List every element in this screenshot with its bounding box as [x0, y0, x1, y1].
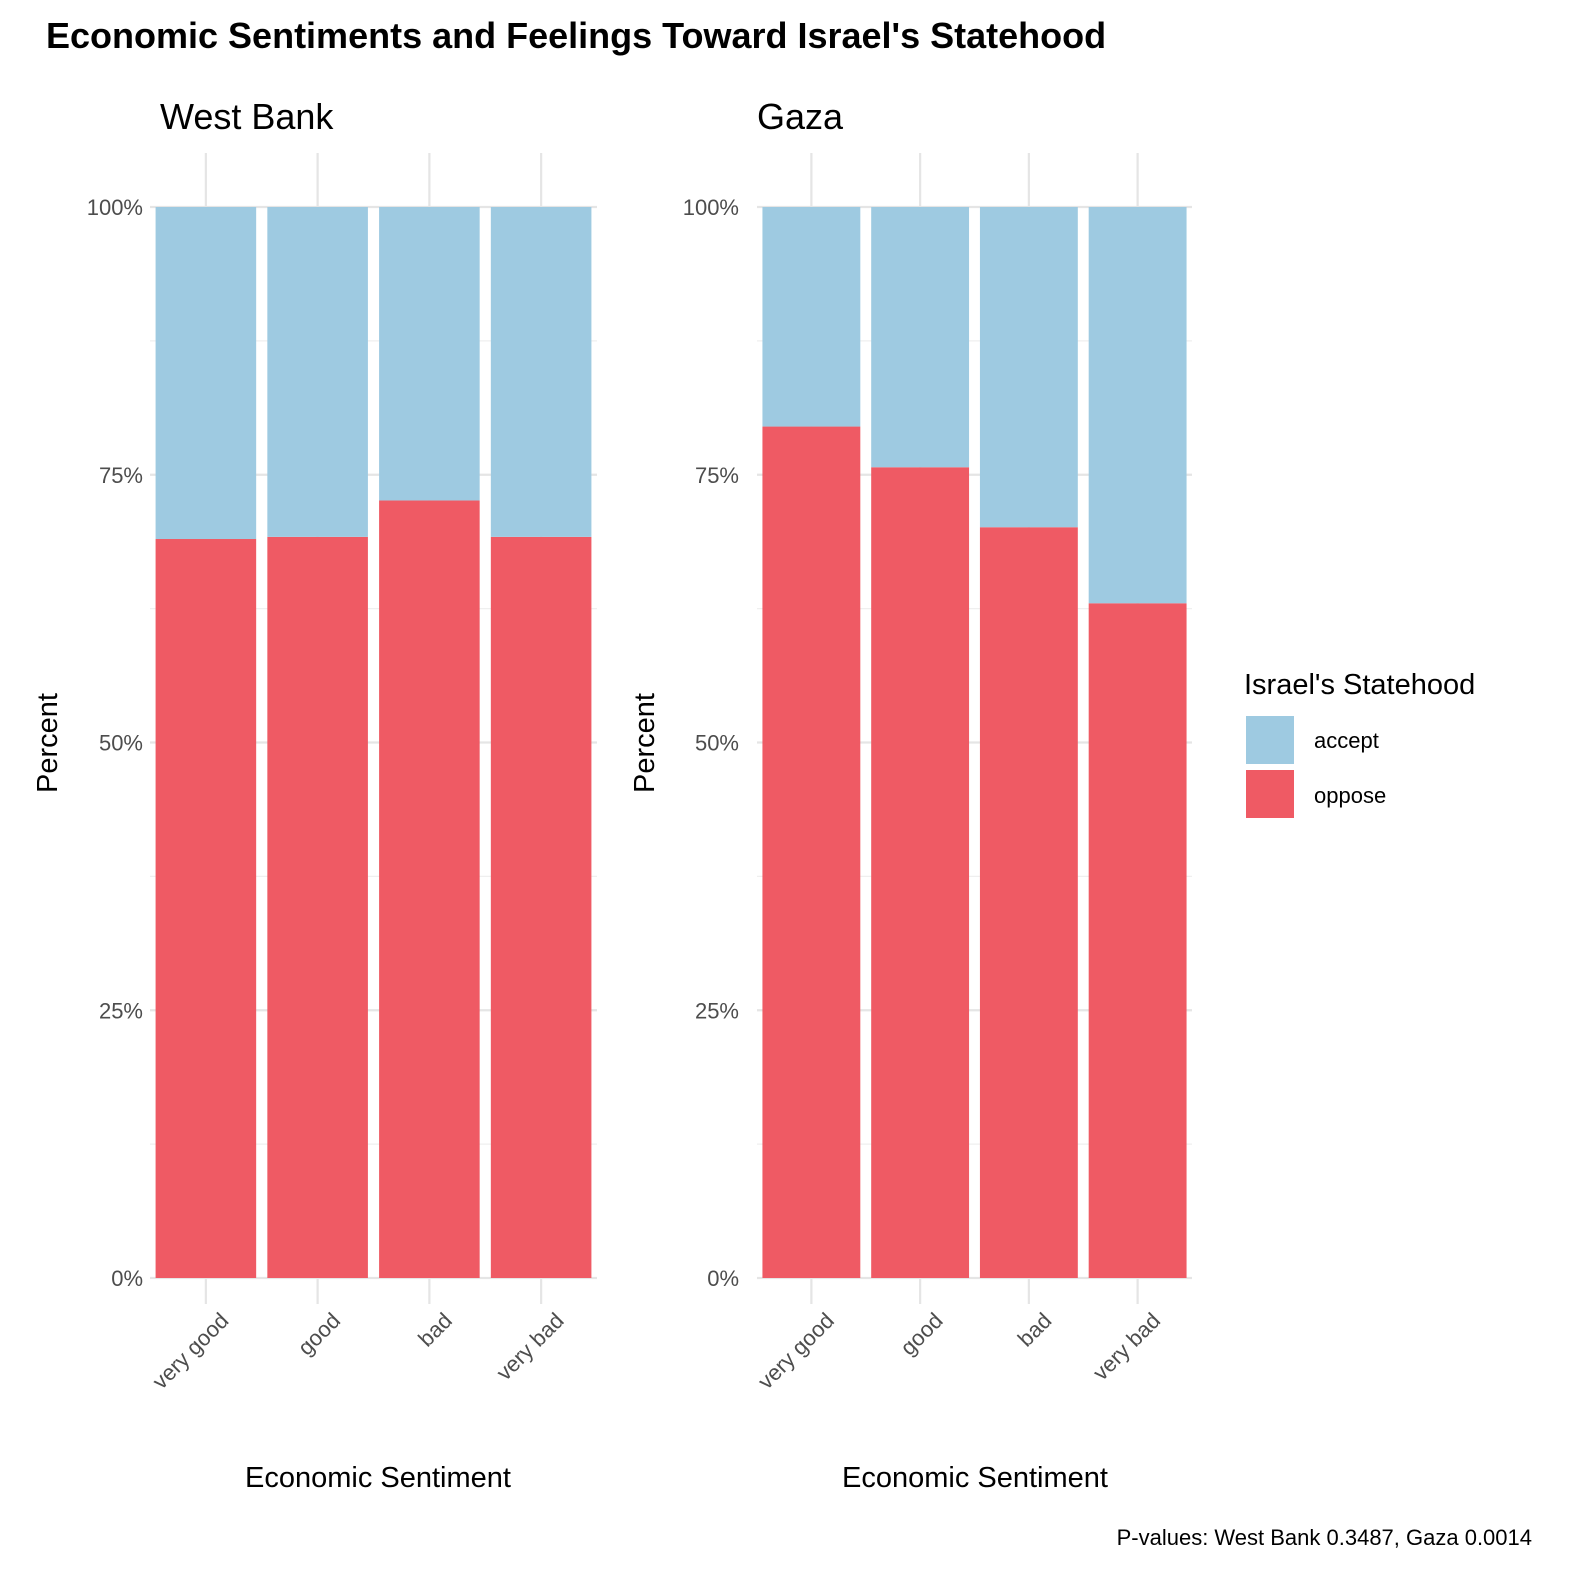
- legend-label-accept: accept: [1314, 728, 1379, 753]
- legend-title: Israel's Statehood: [1244, 669, 1475, 701]
- y-tick-label: 50%: [695, 731, 739, 756]
- x-axis-title-gaza: Economic Sentiment: [842, 1462, 1108, 1494]
- bar-oppose-very-good: [762, 427, 860, 1278]
- x-tick-label: very good: [147, 1308, 233, 1394]
- bar-accept-bad: [980, 207, 1078, 527]
- bar-accept-good: [871, 207, 969, 467]
- bar-accept-very-good: [762, 207, 860, 427]
- y-tick-label: 50%: [99, 731, 143, 756]
- bar-accept-bad: [379, 207, 480, 500]
- legend-label-oppose: oppose: [1314, 783, 1386, 808]
- bar-oppose-good: [267, 537, 368, 1278]
- y-tick-label: 100%: [683, 195, 739, 220]
- x-tick-label: bad: [1013, 1308, 1057, 1352]
- legend-key-accept: [1246, 716, 1294, 764]
- bar-oppose-bad: [980, 527, 1078, 1278]
- bar-oppose-good: [871, 467, 969, 1278]
- y-tick-label: 25%: [99, 998, 143, 1023]
- bar-accept-very-bad: [1089, 207, 1187, 603]
- y-tick-label: 0%: [707, 1266, 739, 1291]
- y-tick-label: 0%: [111, 1266, 143, 1291]
- x-tick-label: good: [895, 1308, 947, 1360]
- y-axis-title-west-bank: Percent: [32, 693, 64, 793]
- x-tick-label: bad: [413, 1308, 457, 1352]
- bar-accept-very-bad: [491, 207, 592, 537]
- x-axis-title-west-bank: Economic Sentiment: [245, 1462, 511, 1494]
- chart-caption: P-values: West Bank 0.3487, Gaza 0.0014: [1117, 1525, 1532, 1550]
- x-tick-label: very bad: [491, 1308, 568, 1385]
- panel-title-gaza: Gaza: [757, 96, 844, 137]
- x-tick-label: very good: [753, 1308, 839, 1394]
- legend-key-oppose: [1246, 770, 1294, 818]
- bar-oppose-very-bad: [1089, 603, 1187, 1278]
- y-tick-label: 25%: [695, 998, 739, 1023]
- y-axis-title-gaza: Percent: [629, 693, 661, 793]
- panel-west-bank: West Bank Economic Sentiment Percent 0% 2…: [32, 96, 597, 1494]
- x-tick-label: good: [293, 1308, 345, 1360]
- panel-gaza: Gaza Economic Sentiment Percent 0% 25% 50%…: [629, 96, 1192, 1494]
- x-tick-label: very bad: [1088, 1308, 1165, 1385]
- bar-oppose-very-bad: [491, 537, 592, 1278]
- bar-accept-very-good: [156, 207, 257, 539]
- legend: Israel's Statehood accept oppose: [1244, 669, 1475, 818]
- chart-title: Economic Sentiments and Feelings Toward …: [46, 15, 1106, 56]
- bar-accept-good: [267, 207, 368, 537]
- panel-title-west-bank: West Bank: [160, 96, 334, 137]
- bar-oppose-bad: [379, 500, 480, 1278]
- y-tick-label: 100%: [87, 195, 143, 220]
- y-tick-label: 75%: [695, 463, 739, 488]
- bar-oppose-very-good: [156, 539, 257, 1278]
- y-tick-label: 75%: [99, 463, 143, 488]
